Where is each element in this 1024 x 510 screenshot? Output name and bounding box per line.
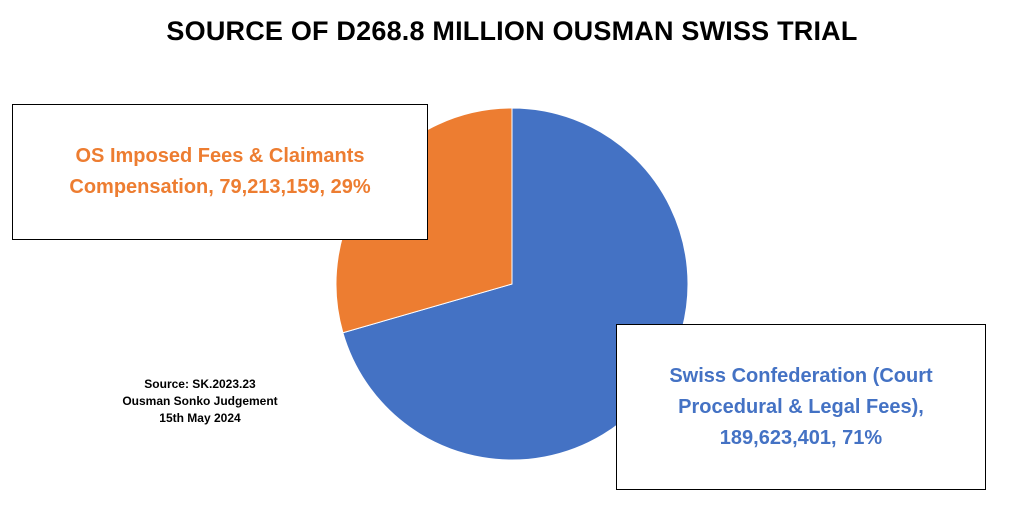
data-label-swiss-line-1: Swiss Confederation (Court bbox=[669, 364, 933, 387]
data-label-os-fees-line-1: OS Imposed Fees & Claimants bbox=[75, 145, 365, 167]
data-label-swiss-line-3: 189,623,401, 71% bbox=[719, 426, 883, 449]
data-label-os-fees: OS Imposed Fees & Claimants Compensation… bbox=[12, 104, 428, 240]
source-note-line-1: Source: SK.2023.23 bbox=[144, 377, 256, 391]
source-note: Source: SK.2023.23 Ousman Sonko Judgemen… bbox=[100, 376, 300, 427]
source-note-line-3: 15th May 2024 bbox=[159, 411, 241, 425]
data-label-swiss-line-2: Procedural & Legal Fees), bbox=[678, 395, 924, 418]
source-note-line-2: Ousman Sonko Judgement bbox=[122, 394, 278, 408]
chart-title: SOURCE OF D268.8 MILLION OUSMAN SWISS TR… bbox=[166, 16, 858, 46]
data-label-os-fees-line-2: Compensation, 79,213,159, 29% bbox=[69, 176, 371, 198]
data-label-swiss-confederation: Swiss Confederation (Court Procedural & … bbox=[616, 324, 986, 490]
